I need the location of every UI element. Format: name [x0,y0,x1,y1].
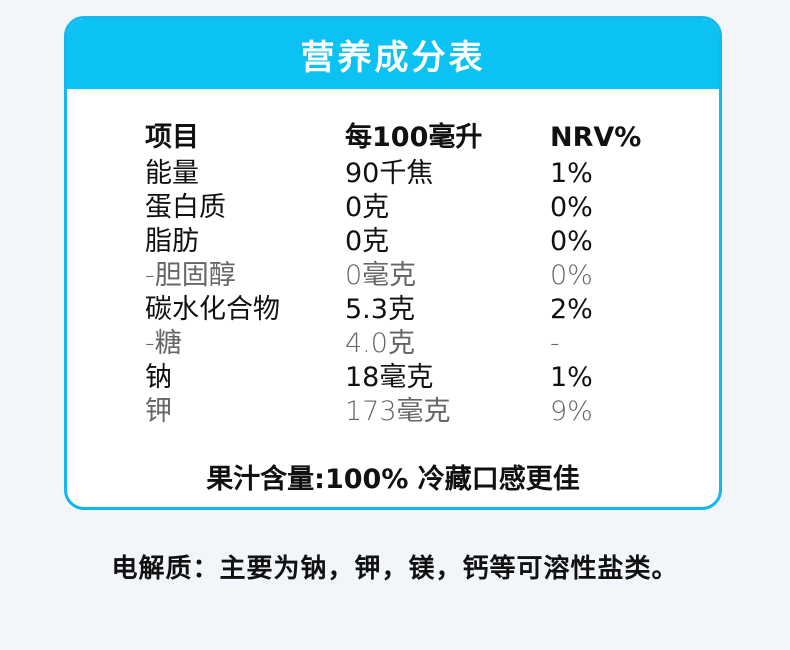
row-nrv: 1% [550,362,593,393]
row-value: 4.0克 [345,328,415,359]
table-row: 钾 173毫克 9% [145,395,650,429]
row-name: -胆固醇 [145,260,236,291]
row-name: 蛋白质 [145,192,226,223]
table-row: -糖 4.0克 - [145,327,650,361]
panel-header: 营养成分表 [67,19,719,89]
row-nrv: 0% [550,226,593,257]
row-name: -糖 [145,328,182,359]
row-nrv: 0% [550,260,593,291]
row-value: 90千焦 [345,158,434,189]
table-row: 钠 18毫克 1% [145,361,650,395]
nutrition-facts-panel: 营养成分表 项目 每100毫升 NRV% 能量 90千焦 1% 蛋白质 0克 0… [64,16,722,510]
table-row: 碳水化合物 5.3克 2% [145,293,650,327]
panel-title: 营养成分表 [300,37,486,78]
row-name: 能量 [145,158,199,189]
row-name: 钾 [145,396,172,427]
table-row: 能量 90千焦 1% [145,157,650,191]
row-value: 0克 [345,192,390,223]
row-nrv: - [550,328,560,359]
row-nrv: 0% [550,192,593,223]
row-value: 18毫克 [345,362,434,393]
table-row: -胆固醇 0毫克 0% [145,259,650,293]
header-nrv: NRV% [550,122,642,153]
row-value: 5.3克 [345,294,415,325]
table-row: 蛋白质 0克 0% [145,191,650,225]
row-name: 钠 [145,362,172,393]
nutrition-table: 项目 每100毫升 NRV% 能量 90千焦 1% 蛋白质 0克 0% 脂肪 0… [145,119,650,429]
electrolyte-note: 电解质：主要为钠，钾，镁，钙等可溶性盐类。 [111,554,679,584]
row-nrv: 2% [550,294,593,325]
row-value: 173毫克 [345,396,451,427]
row-nrv: 1% [550,158,593,189]
row-name: 碳水化合物 [145,294,280,325]
row-name: 脂肪 [145,226,199,257]
table-header-row: 项目 每100毫升 NRV% [145,119,650,157]
header-per-100ml: 每100毫升 [345,122,483,153]
header-item: 项目 [145,122,199,153]
row-value: 0毫克 [345,260,417,291]
juice-content-line: 果汁含量:100% 冷藏口感更佳 [206,464,580,495]
row-value: 0克 [345,226,390,257]
row-nrv: 9% [550,396,593,427]
table-row: 脂肪 0克 0% [145,225,650,259]
